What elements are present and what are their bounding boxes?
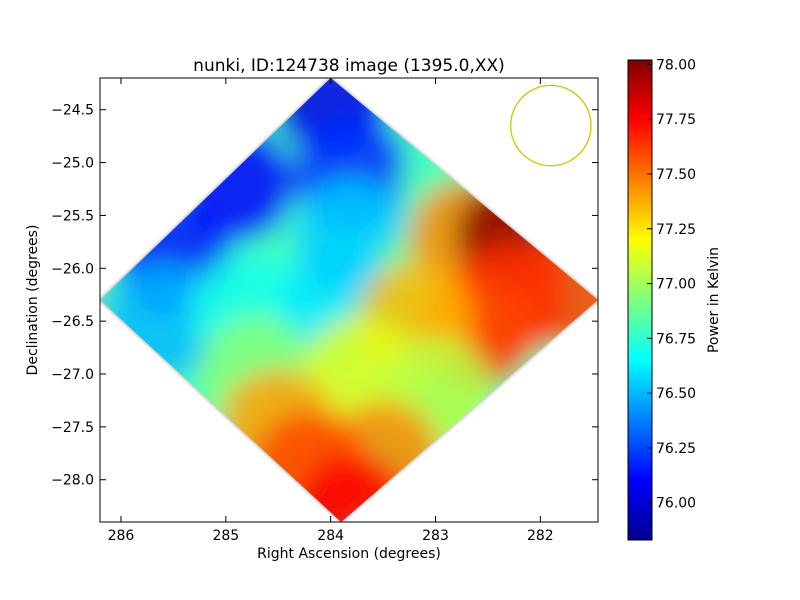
y-tick-label: −26.0	[51, 261, 94, 277]
colorbar-tick-label: 76.50	[656, 386, 696, 402]
x-tick-label: 286	[108, 528, 135, 544]
y-axis: −24.5 −25.0 −25.5 −26.0 −26.5 −27.0 −27.5 −28.0	[51, 103, 598, 489]
y-tick-label: −26.5	[51, 314, 94, 330]
colorbar-label: Power in Kelvin	[706, 247, 722, 353]
colorbar-tick-label: 77.25	[656, 222, 696, 238]
y-tick-label: −24.5	[51, 103, 94, 119]
heat-sample-22	[293, 453, 410, 522]
colorbar-tick-label: 77.50	[656, 167, 696, 183]
colorbar-axis: 76.00 76.25 76.50 76.75 77.00 77.25 77.50 77.75…	[647, 57, 696, 512]
x-tick-label: 282	[527, 528, 554, 544]
y-tick-label: −27.5	[51, 420, 94, 436]
colorbar-tick-label: 76.25	[656, 441, 696, 457]
colorbar-tick-label: 76.00	[656, 496, 696, 512]
colorbar	[627, 59, 653, 541]
plot-area	[100, 78, 598, 522]
colorbar-tick-label: 78.00	[656, 57, 696, 73]
y-tick-label: −25.5	[51, 208, 94, 224]
heat-layer	[100, 78, 598, 522]
y-axis-label: Declination (degrees)	[25, 225, 41, 376]
chart-title: nunki, ID:124738 image (1395.0,XX)	[193, 56, 505, 76]
x-axis-label: Right Ascension (degrees)	[257, 546, 441, 562]
y-tick-label: −27.0	[51, 367, 94, 383]
x-tick-label: 284	[317, 528, 344, 544]
colorbar-tick-label: 77.75	[656, 112, 696, 128]
colorbar-tick-label: 76.75	[656, 331, 696, 347]
y-tick-label: −28.0	[51, 473, 94, 489]
colorbar-tick-label: 77.00	[656, 277, 696, 293]
x-tick-label: 283	[422, 528, 449, 544]
y-tick-label: −25.0	[51, 156, 94, 172]
plot-frame	[99, 77, 599, 523]
x-axis: 286 285 284 283 282	[108, 78, 554, 544]
heat-sample-2	[178, 125, 295, 242]
x-tick-label: 285	[212, 528, 239, 544]
beam-circle	[509, 84, 592, 167]
